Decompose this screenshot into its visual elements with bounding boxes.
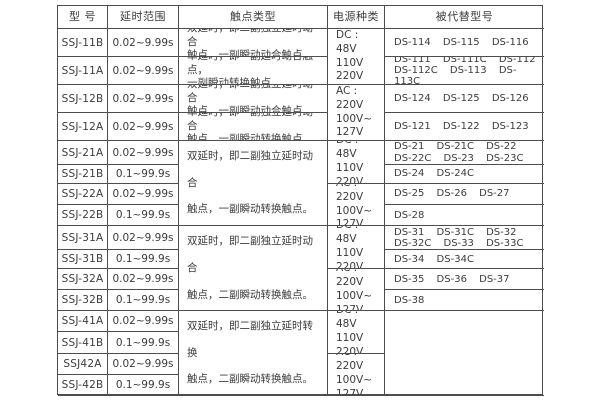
model-cell: SSJ-12B [58, 85, 108, 113]
range-cell: 0.1~99.9s [108, 250, 179, 270]
replaced-models-cell: DS-31 DS-31C DS-32 DS-32C DS-33 DS-33C [385, 226, 544, 251]
replaced-models-cell: DS-28 [385, 205, 544, 227]
model-cell: SSJ-41A [58, 311, 108, 333]
header-replaced-models: 被代替型号 [385, 6, 544, 29]
model-cell: SSJ-11B [58, 29, 108, 57]
contact-type-cell: 双延时，即二副独立延时动合 触点，二副瞬动转换触点。 [179, 226, 328, 312]
model-cell: SSJ-31A [58, 226, 108, 251]
range-cell: 0.02~9.99s [108, 226, 179, 251]
model-cell: SSJ-22A [58, 184, 108, 206]
power-type-cell: AC : 220V 100V~ 127V [328, 85, 385, 141]
range-cell: 0.1~99.9s [108, 332, 179, 354]
model-cell: SSJ-22B [58, 205, 108, 227]
power-type-cell: DC : 48V 110V 220V [328, 141, 385, 184]
replaced-models-cell: DS-35 DS-36 DS-37 [385, 269, 544, 291]
range-cell: 0.02~9.99s [108, 57, 179, 85]
contact-type-cell: 双延时，即二副独立延时动合 触点，一副瞬动动合触点。 [179, 29, 328, 57]
contact-type-cell: 单延时，即一副独立延时动合 触点，一副瞬动转换触点。 [179, 113, 328, 141]
range-cell: 0.02~9.99s [108, 85, 179, 113]
range-cell: 0.1~99.9s [108, 205, 179, 227]
model-cell: SSJ-42B [58, 374, 108, 396]
range-cell: 0.1~99.9s [108, 165, 179, 184]
range-cell: 0.1~99.9s [108, 290, 179, 312]
model-cell: SSJ-12A [58, 113, 108, 141]
contact-type-cell: 单延时，即一副延时动合触点， 一副瞬动转换触点。 [179, 57, 328, 85]
model-cell: SSJ-41B [58, 332, 108, 354]
relay-spec-table: 型 号 延时范围 触点类型 电源种类 被代替型号 SSJ-11B SSJ-11A… [57, 5, 544, 396]
range-cell: 0.1~99.9s [108, 374, 179, 396]
range-cell: 0.02~9.99s [108, 113, 179, 141]
model-cell: SSJ-11A [58, 57, 108, 85]
power-type-cell: DC : 48V 110V 220V [328, 226, 385, 270]
power-type-cell: AC : 220V 100V~ 127V [328, 353, 385, 396]
replaced-models-cell: DS-21 DS-21C DS-22 DS-22C DS-23 DS-23C [385, 141, 544, 165]
replaced-models-cell: DS-38 [385, 290, 544, 312]
contact-type-cell: 双延时，即二副独立延时动合 触点，一副瞬动动合触点。 [179, 85, 328, 113]
header-power-type: 电源种类 [328, 6, 385, 29]
header-contact-type: 触点类型 [179, 6, 328, 29]
header-model: 型 号 [58, 6, 108, 29]
replaced-models-cell: DS-124 DS-125 DS-126 [385, 85, 544, 113]
replaced-models-cell: DS-24 DS-24C [385, 165, 544, 184]
replaced-models-cell: DS-34 DS-34C [385, 250, 544, 270]
contact-type-cell: 双延时，即二副独立延时转换 触点，二副瞬动转换触点。 [179, 311, 328, 396]
power-type-cell: DC : 48V 110V 220V [328, 29, 385, 85]
model-cell: SSJ42A [58, 353, 108, 375]
header-delay-range: 延时范围 [108, 6, 179, 29]
contact-type-cell: 双延时，即二副独立延时动合 触点，一副瞬动转换触点。 [179, 141, 328, 227]
power-type-cell: AC : 220V 100V~ 127V [328, 269, 385, 312]
model-cell: SSJ-32A [58, 269, 108, 291]
range-cell: 0.02~9.99s [108, 269, 179, 291]
replaced-models-cell: DS-121 DS-122 DS-123 [385, 113, 544, 141]
model-cell: SSJ-21B [58, 165, 108, 184]
range-cell: 0.02~9.99s [108, 141, 179, 165]
power-type-cell: AC : 220V 100V~ 127V [328, 184, 385, 227]
range-cell: 0.02~9.99s [108, 311, 179, 333]
replaced-models-cell: DS-114 DS-115 DS-116 [385, 29, 544, 57]
range-cell: 0.02~9.99s [108, 29, 179, 57]
replaced-models-cell: DS-25 DS-26 DS-27 [385, 184, 544, 206]
replaced-models-cell-empty [385, 311, 544, 396]
model-cell: SSJ-31B [58, 250, 108, 270]
range-cell: 0.02~9.99s [108, 184, 179, 206]
replaced-models-cell: DS-111 DS-111C DS-112 DS-112C DS-113 DS-… [385, 57, 544, 85]
range-cell: 0.02~9.99s [108, 353, 179, 375]
model-cell: SSJ-32B [58, 290, 108, 312]
model-cell: SSJ-21A [58, 141, 108, 165]
power-type-cell: DC : 48V 110V 220V [328, 311, 385, 354]
